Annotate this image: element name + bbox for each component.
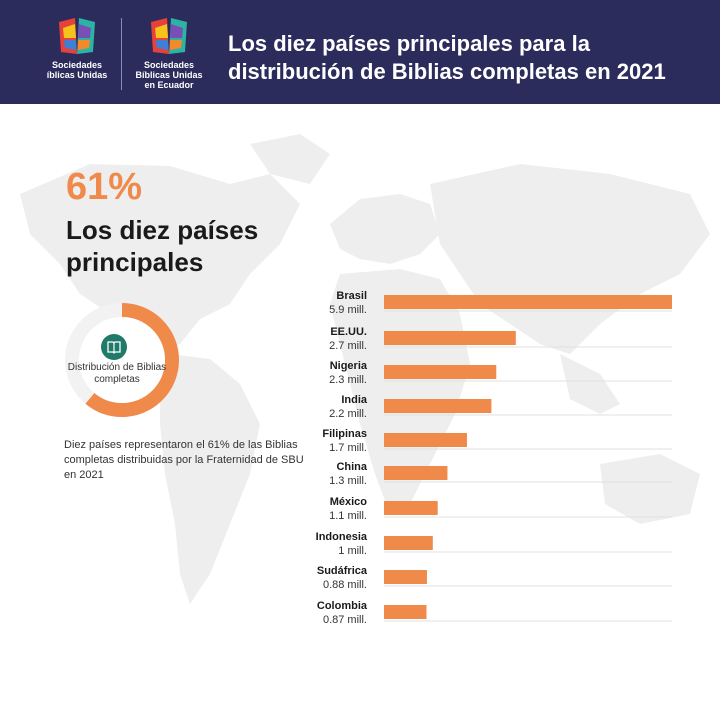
page-title: Los diez países principales para la dist… [228, 31, 666, 84]
summary-label: Los diez países principales [66, 215, 259, 277]
world-map-background [20, 134, 710, 604]
donut-hole [79, 317, 165, 403]
summary-percent: 61% [66, 166, 143, 208]
logo-text: Sociedades Bíblicas Unidas en Ecuador [135, 60, 203, 90]
header-banner: Sociedades íblicas Unidas Sociedades Bíb… [0, 0, 720, 104]
logo-book-icon [59, 18, 95, 54]
logo-sbu-ecuador: Sociedades Bíblicas Unidas en Ecuador [134, 14, 204, 90]
summary-description: Diez países representaron el 61% de las … [64, 439, 304, 481]
book-icon [101, 334, 127, 360]
donut-chart [65, 303, 179, 417]
logo-text: Sociedades íblicas Unidas [46, 60, 108, 80]
donut-label: Distribución de Biblias completas [67, 362, 167, 385]
logo-sociedades-biblicas-unidas: Sociedades íblicas Unidas [42, 14, 112, 80]
donut-arc [65, 303, 179, 417]
logo-book-icon [151, 18, 187, 54]
logo-divider [121, 18, 122, 90]
